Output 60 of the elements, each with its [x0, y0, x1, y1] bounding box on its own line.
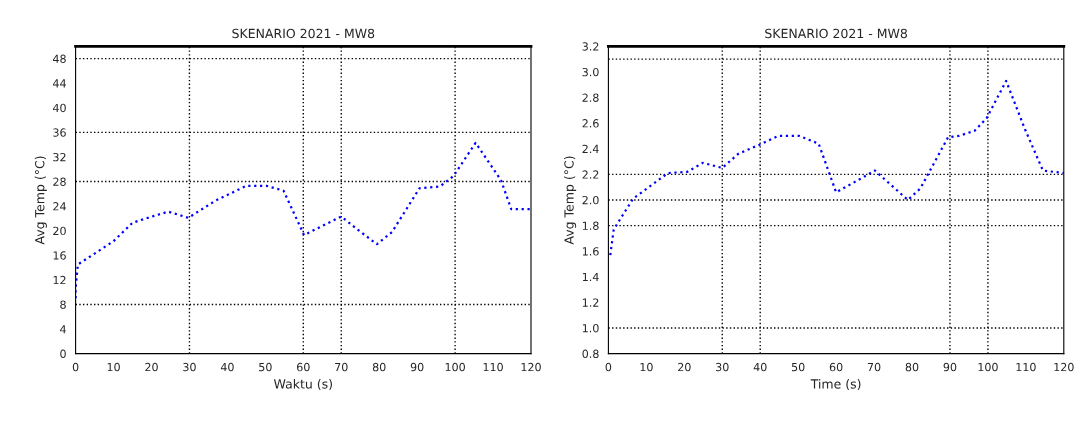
x-tick-label: 120 [521, 362, 541, 372]
y-tick-label: 2.0 [582, 195, 599, 205]
y-tick-label: 44 [52, 79, 66, 88]
x-tick-label: 100 [445, 362, 465, 372]
y-tick-label: 2.8 [582, 93, 599, 102]
x-tick-label: 20 [678, 362, 691, 372]
y-tick-label: 3.2 [582, 42, 599, 51]
x-tick-label: 110 [483, 362, 503, 372]
x-tick-label: 0 [605, 362, 612, 372]
x-tick-label: 50 [259, 362, 272, 372]
y-tick-label: 1.8 [582, 221, 599, 230]
x-tick-label: 60 [829, 362, 843, 372]
x-tick-label: 70 [335, 362, 348, 372]
x-tick-label: 80 [372, 362, 386, 372]
y-tick-label: 12 [53, 275, 66, 285]
y-tick-label: 48 [52, 54, 66, 63]
y-tick-label: 2.4 [582, 144, 599, 153]
y-tick-label: 0.8 [582, 349, 599, 359]
line-series [75, 141, 531, 300]
y-tick-label: 32 [53, 152, 66, 162]
chart-title: SKENARIO 2021 - MW8 [765, 28, 907, 39]
y-tick-label: 1.6 [582, 247, 599, 256]
y-tick-label: 0 [60, 349, 66, 359]
x-tick-label: 10 [640, 362, 653, 372]
y-tick-label: 8 [60, 300, 66, 309]
x-axis-title: Time (s) [810, 378, 861, 391]
y-axis-title: Avg Temp (°C) [564, 156, 577, 245]
x-tick-label: 10 [107, 362, 120, 372]
x-tick-label: 90 [410, 362, 424, 372]
x-tick-label: 40 [220, 362, 234, 372]
x-tick-label: 110 [1016, 362, 1036, 372]
y-tick-label: 40 [52, 103, 66, 113]
y-tick-label: 3.0 [582, 67, 599, 77]
x-tick-label: 50 [791, 362, 805, 372]
y-tick-label: 4 [60, 325, 66, 334]
x-tick-label: 40 [753, 362, 767, 372]
x-tick-label: 30 [183, 362, 196, 372]
y-tick-label: 1.4 [582, 272, 599, 282]
y-tick-label: 1.2 [582, 298, 599, 307]
line-series [609, 79, 1064, 257]
x-tick-label: 80 [905, 362, 919, 372]
x-tick-label: 100 [978, 362, 998, 372]
y-tick-label: 2.2 [582, 170, 599, 179]
y-tick-label: 2.6 [582, 119, 599, 128]
y-tick-label: 20 [53, 226, 66, 236]
x-tick-label: 20 [145, 362, 158, 372]
x-tick-label: 90 [943, 362, 957, 372]
y-tick-label: 1.0 [582, 324, 599, 333]
y-tick-label: 28 [53, 177, 66, 186]
y-tick-label: 16 [53, 251, 66, 260]
chart-title: SKENARIO 2021 - MW8 [232, 28, 375, 39]
x-axis-title: Waktu (s) [273, 378, 332, 391]
x-tick-label: 0 [72, 362, 79, 372]
x-tick-label: 70 [867, 362, 881, 372]
y-tick-label: 36 [53, 128, 66, 137]
x-tick-label: 30 [716, 362, 729, 372]
y-tick-label: 24 [53, 202, 66, 211]
x-tick-label: 120 [1054, 362, 1074, 372]
y-axis-title: Avg Temp (°C) [34, 156, 47, 245]
x-tick-label: 60 [297, 362, 310, 372]
